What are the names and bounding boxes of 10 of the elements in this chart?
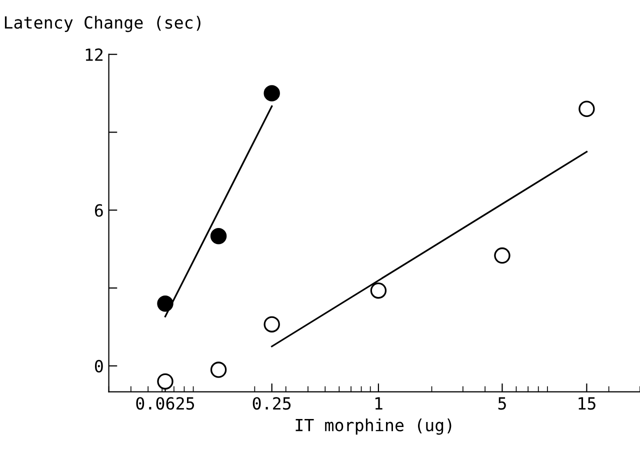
x-axis-title: IT morphine (ug) [296,418,452,435]
y-tick-label: 6 [94,204,103,217]
x-tick-label: 0.25 [252,397,291,410]
y-axis-title: Latency Change (sec) [4,16,200,32]
x-tick-label: 0.0625 [136,397,194,410]
x-tick-label: 5 [498,397,506,410]
y-tick-label: 0 [94,360,103,372]
x-tick-label: 1 [375,397,382,410]
y-tick-label: 12 [86,48,103,61]
x-tick-label: 15 [578,397,596,410]
